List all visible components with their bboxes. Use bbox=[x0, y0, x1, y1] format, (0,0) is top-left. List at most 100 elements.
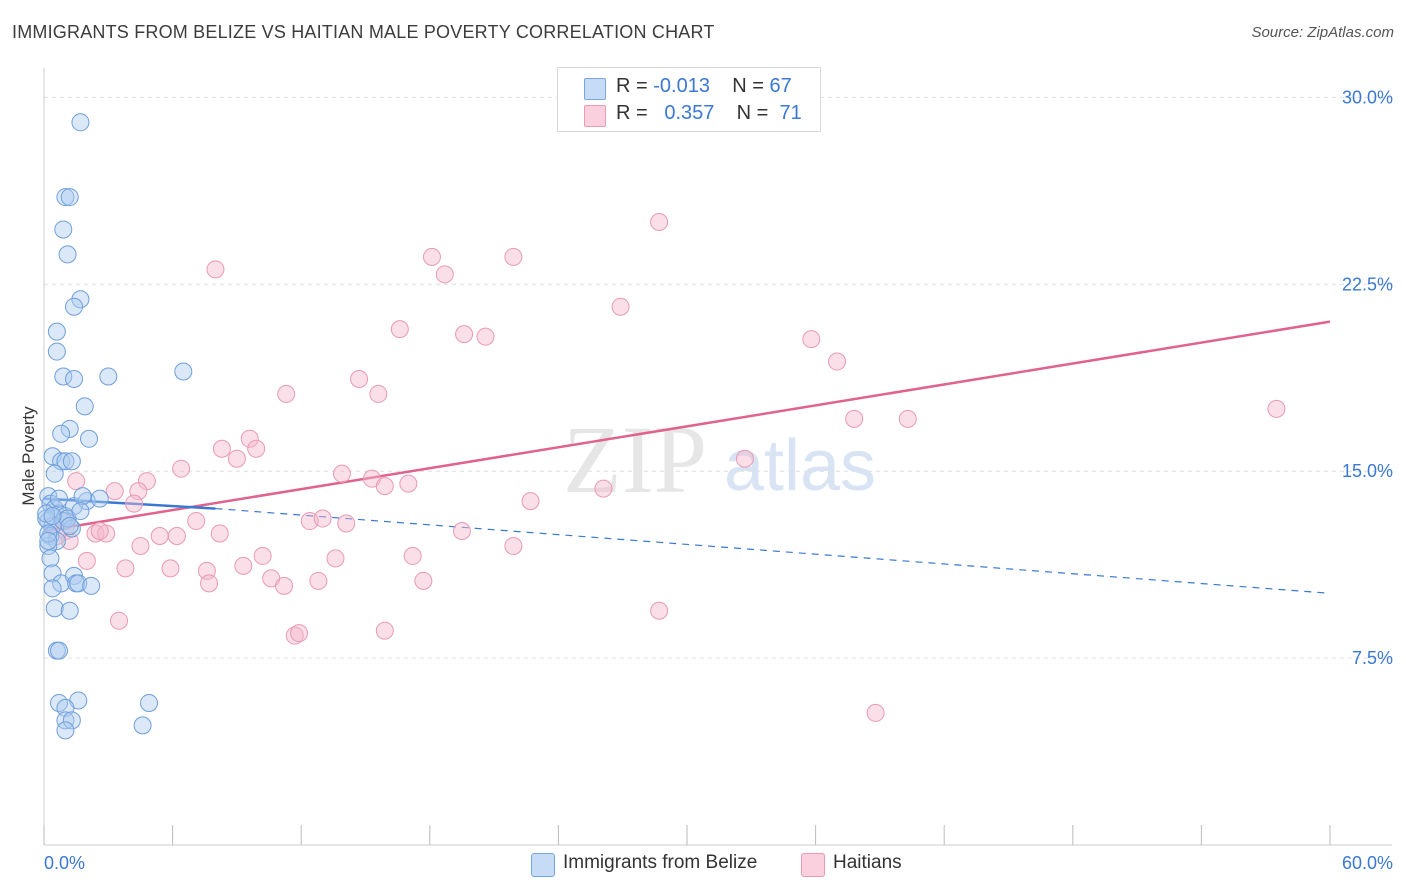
point-haitians-11 bbox=[828, 352, 847, 371]
point-haitians-18 bbox=[240, 429, 259, 448]
point-haitians-21 bbox=[227, 449, 246, 468]
point-haitians-38 bbox=[313, 509, 332, 528]
point-haitians-65 bbox=[290, 624, 309, 643]
r-value-belize: -0.013 bbox=[653, 75, 710, 97]
legend-stats-haitians: R = 0.357 N = 71 bbox=[616, 102, 802, 125]
grid-lines bbox=[44, 96, 1392, 659]
point-haitians-54 bbox=[326, 549, 345, 568]
belize-legend-swatch bbox=[531, 853, 555, 877]
point-haitians-2 bbox=[206, 260, 225, 279]
point-belize-12 bbox=[174, 362, 193, 381]
point-belize-9 bbox=[54, 367, 73, 386]
point-haitians-53 bbox=[234, 556, 253, 575]
point-haitians-32 bbox=[594, 479, 613, 498]
y-axis-label: Male Poverty bbox=[19, 406, 38, 506]
point-haitians-45 bbox=[131, 536, 150, 555]
point-belize-11 bbox=[99, 367, 118, 386]
source-label: Source: ZipAtlas.com bbox=[1251, 24, 1394, 41]
point-haitians-29 bbox=[67, 472, 86, 491]
x-tick-label-1: 60.0% bbox=[1342, 853, 1393, 873]
point-belize-2 bbox=[60, 188, 79, 207]
legend-label-belize: Immigrants from Belize bbox=[563, 852, 758, 873]
point-belize-29 bbox=[90, 489, 109, 508]
point-haitians-4 bbox=[504, 247, 523, 266]
data-points bbox=[37, 103, 1286, 740]
point-haitians-7 bbox=[390, 320, 409, 339]
point-belize-38 bbox=[41, 549, 60, 568]
y-tick-label-0: 7.5% bbox=[1352, 648, 1393, 668]
point-haitians-20 bbox=[247, 439, 266, 458]
point-haitians-13 bbox=[277, 384, 296, 403]
point-belize-15 bbox=[52, 424, 71, 443]
point-belize-16 bbox=[80, 429, 99, 448]
point-belize-3 bbox=[54, 220, 73, 239]
point-haitians-39 bbox=[452, 522, 471, 540]
point-belize-19 bbox=[56, 452, 75, 471]
n-label: N = bbox=[736, 102, 774, 124]
point-haitians-37 bbox=[337, 514, 356, 533]
point-haitians-43 bbox=[150, 526, 169, 545]
point-belize-5 bbox=[71, 290, 90, 309]
point-belize-55 bbox=[62, 711, 81, 730]
point-belize-6 bbox=[65, 297, 84, 316]
point-belize-49 bbox=[50, 641, 69, 660]
point-haitians-3 bbox=[422, 247, 441, 266]
point-haitians-14 bbox=[369, 384, 388, 403]
point-haitians-33 bbox=[521, 492, 540, 511]
point-belize-44 bbox=[82, 576, 101, 595]
point-haitians-30 bbox=[105, 482, 124, 501]
trend-line-haitians bbox=[43, 320, 1331, 533]
point-haitians-9 bbox=[476, 327, 495, 346]
n-label: N = bbox=[732, 75, 770, 97]
r-value-haitians: 0.357 bbox=[664, 102, 715, 124]
trend-line-belize-dashed bbox=[215, 507, 1331, 594]
point-haitians-34 bbox=[125, 494, 144, 513]
haitians-swatch bbox=[584, 105, 606, 127]
n-value-haitians: 71 bbox=[779, 102, 802, 124]
point-haitians-51 bbox=[161, 559, 180, 578]
watermark-zip: ZIP bbox=[563, 406, 707, 513]
point-haitians-19 bbox=[212, 439, 231, 458]
point-belize-0 bbox=[71, 113, 90, 132]
point-belize-46 bbox=[45, 599, 64, 618]
point-belize-56 bbox=[56, 721, 75, 740]
axes bbox=[43, 68, 1392, 846]
trend-line-belize bbox=[43, 497, 216, 510]
point-haitians-49 bbox=[77, 551, 96, 570]
legend-label-haitians: Haitians bbox=[833, 852, 902, 873]
point-haitians-66 bbox=[375, 621, 394, 640]
point-haitians-55 bbox=[403, 546, 422, 565]
point-belize-59 bbox=[39, 524, 58, 543]
point-haitians-42 bbox=[210, 524, 229, 543]
watermark: ZIP atlas bbox=[563, 406, 876, 513]
point-haitians-27 bbox=[399, 474, 418, 493]
r-label: R = bbox=[616, 102, 654, 124]
point-belize-52 bbox=[140, 693, 159, 712]
point-belize-66 bbox=[71, 502, 90, 521]
point-belize-4 bbox=[58, 245, 77, 264]
correlation-legend: R = -0.013 N = 67 R = 0.357 N = 71 bbox=[557, 67, 821, 132]
point-belize-8 bbox=[47, 342, 66, 361]
point-belize-21 bbox=[45, 464, 64, 483]
point-belize-65 bbox=[60, 517, 79, 536]
tick-labels: 7.5% 15.0% 22.5% 30.0% 0.0% 60.0% bbox=[44, 87, 1393, 873]
point-belize-10 bbox=[65, 369, 84, 388]
series-legend: Immigrants from Belize Haitians bbox=[0, 851, 1406, 879]
point-haitians-12 bbox=[350, 369, 369, 388]
point-belize-20 bbox=[62, 452, 81, 471]
point-haitians-58 bbox=[275, 576, 294, 595]
legend-stats-belize: R = -0.013 N = 67 bbox=[616, 75, 792, 98]
point-belize-47 bbox=[60, 601, 79, 620]
point-belize-60 bbox=[73, 487, 92, 506]
point-belize-61 bbox=[50, 489, 69, 508]
point-belize-62 bbox=[39, 531, 58, 550]
y-tick-label-2: 22.5% bbox=[1342, 274, 1393, 294]
point-haitians-25 bbox=[332, 464, 351, 483]
point-belize-1 bbox=[56, 188, 75, 207]
point-haitians-1 bbox=[650, 212, 669, 231]
point-haitians-70 bbox=[90, 522, 109, 540]
r-label: R = bbox=[616, 75, 654, 97]
point-haitians-44 bbox=[167, 526, 186, 545]
point-haitians-59 bbox=[309, 571, 328, 590]
